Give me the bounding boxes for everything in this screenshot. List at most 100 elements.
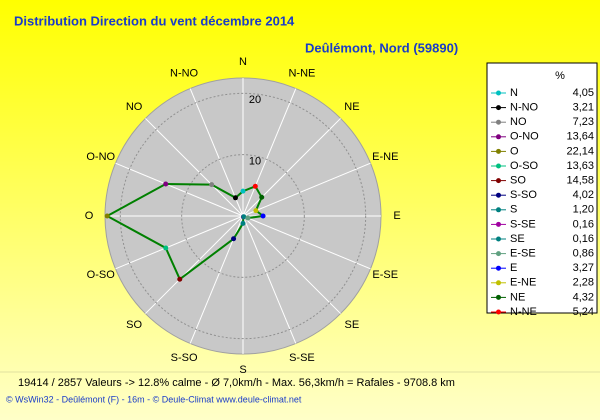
legend-value: 4,32 [573, 291, 594, 303]
legend-value: 3,21 [573, 102, 594, 114]
legend-label: N [510, 87, 518, 99]
data-point [253, 208, 259, 214]
direction-label: S-SO [171, 352, 198, 364]
legend-value: 5,24 [573, 306, 594, 318]
legend-label: N-NE [510, 306, 537, 318]
legend-label: E-NE [510, 277, 536, 289]
legend-marker [496, 148, 501, 154]
spoke [145, 215, 244, 314]
direction-label: SE [345, 319, 360, 331]
legend-marker [496, 207, 501, 213]
direction-label: O-SO [87, 269, 116, 281]
legend-marker [496, 236, 501, 242]
spoke [242, 215, 341, 314]
legend-title: % [555, 70, 565, 82]
data-point [259, 194, 265, 200]
direction-label: O [85, 210, 94, 222]
direction-label: SO [126, 319, 142, 331]
data-point [240, 188, 246, 194]
direction-label: E [393, 210, 400, 222]
legend-marker [496, 90, 501, 96]
legend-label: O [510, 145, 519, 157]
chart-title: Distribution Direction du vent décembre … [14, 13, 295, 28]
r-tick-label: 10 [249, 156, 261, 168]
legend-value: 1,20 [573, 204, 594, 216]
direction-label: O-NO [86, 151, 115, 163]
legend-label: S-SE [510, 218, 536, 230]
data-point [241, 214, 247, 220]
spoke [189, 88, 244, 217]
grid-ring [181, 154, 305, 278]
legend-label: NO [510, 116, 527, 128]
legend-value: 0,16 [573, 233, 594, 245]
spoke [242, 162, 371, 217]
legend-marker [496, 163, 501, 169]
data-point [231, 236, 237, 242]
legend-value: 13,64 [566, 131, 594, 143]
r-tick-label: 20 [249, 94, 261, 106]
legend-marker [496, 251, 501, 257]
spoke [115, 162, 244, 217]
legend-marker [496, 134, 501, 140]
legend-box [486, 62, 598, 314]
data-point [232, 195, 238, 201]
legend-value: 0,16 [573, 218, 594, 230]
legend-label: NE [510, 291, 525, 303]
legend-value: 7,23 [573, 116, 594, 128]
legend-marker [496, 265, 501, 271]
spoke [242, 88, 297, 217]
spoke [242, 118, 341, 217]
legend-marker [496, 221, 501, 227]
legend-label: S-SO [510, 189, 537, 201]
legend-value: 2,28 [573, 277, 594, 289]
grid-ring [119, 92, 367, 340]
spoke [145, 118, 244, 217]
direction-label: E-SE [372, 269, 398, 281]
footer: 19414 / 2857 Valeurs -> 12.8% calme - Ø … [18, 377, 455, 389]
direction-label: S [239, 364, 246, 376]
chart-subtitle: Deûlémont, Nord (59890) [305, 40, 458, 55]
legend-marker [496, 309, 501, 315]
legend-value: 4,05 [573, 87, 594, 99]
data-point [260, 213, 266, 219]
direction-label: N-NO [170, 68, 199, 80]
legend-value: 4,02 [573, 189, 594, 201]
legend-marker [496, 119, 501, 125]
data-point [163, 245, 169, 251]
data-point [240, 220, 246, 226]
direction-label: NE [344, 101, 359, 113]
data-point [104, 213, 110, 219]
legend-label: E-SE [510, 248, 536, 260]
legend-marker [496, 294, 501, 300]
legend-label: SO [510, 175, 526, 187]
legend-marker [496, 178, 501, 184]
legend-marker [496, 192, 501, 198]
data-point [209, 182, 215, 188]
legend-label: N-NO [510, 102, 539, 114]
legend-value: 14,58 [566, 175, 594, 187]
spoke [115, 215, 244, 270]
legend-value: 13,63 [566, 160, 594, 172]
legend-value: 22,14 [566, 145, 594, 157]
spoke [242, 215, 371, 270]
direction-label: NO [126, 101, 143, 113]
data-point [252, 183, 258, 189]
direction-label: S-SE [289, 352, 315, 364]
spoke [242, 215, 297, 344]
legend-value: 3,27 [573, 262, 594, 274]
legend-value: 0,86 [573, 248, 594, 260]
direction-label: E-NE [372, 151, 398, 163]
legend-label: E [510, 262, 517, 274]
legend-label: S [510, 204, 517, 216]
legend-label: O-NO [510, 131, 539, 143]
credits: © WsWin32 - Deûlémont (F) - 16m - © Deul… [6, 394, 302, 404]
data-point [177, 276, 183, 282]
data-point [163, 181, 169, 187]
direction-label: N-NE [288, 68, 315, 80]
data-point [245, 215, 251, 221]
legend-marker [496, 105, 501, 111]
direction-label: N [239, 56, 247, 68]
legend-marker [496, 280, 501, 286]
legend-label: O-SO [510, 160, 539, 172]
